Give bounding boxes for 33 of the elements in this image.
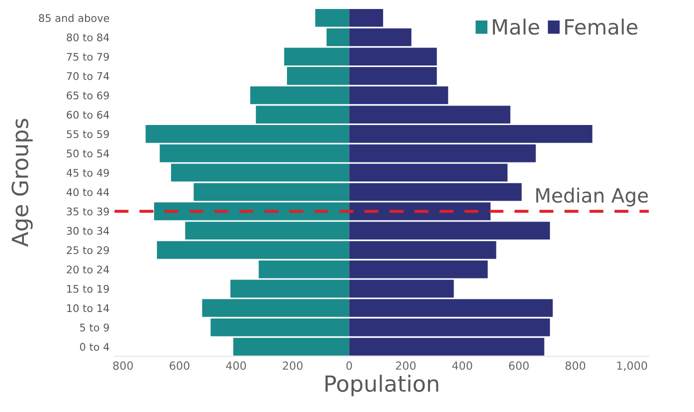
y-tick-label: 45 to 49 [66,168,109,177]
y-tick-label: 10 to 14 [67,304,110,312]
x-axis-title: Population [326,374,438,396]
y-tick-label: 60 to 64 [66,110,110,119]
y-tick-label: 15 to 19 [67,284,109,293]
y-tick-label: 50 to 54 [66,150,110,158]
x-tick-label: 400 [452,361,472,370]
x-tick-label: 800 [113,361,133,370]
x-tick-label: 0 [346,361,352,370]
legend-label: Female [565,18,638,35]
y-tick-label: 80 to 84 [66,33,110,42]
y-tick-label: 55 to 59 [66,130,109,138]
x-tick-label: 1,000 [617,361,648,371]
y-tick-label: 70 to 74 [66,72,110,80]
ref-line-label: Median Age [536,188,648,206]
y-tick-label: 35 to 39 [66,208,109,216]
y-tick-label: 85 and above [38,14,110,22]
y-tick-label: 5 to 9 [80,324,109,332]
x-tick-label: 600 [170,361,190,370]
y-tick-label: 0 to 4 [80,342,110,351]
x-tick-label: 800 [566,361,586,370]
legend-label: Male [492,18,540,35]
y-tick-label: 25 to 29 [66,246,109,254]
x-tick-label: 200 [282,361,303,370]
x-tick-label: 600 [509,361,529,370]
y-axis-title: Age Groups [12,118,33,247]
y-tick-label: 65 to 69 [66,92,109,100]
y-tick-label: 20 to 24 [66,266,110,274]
x-tick-label: 200 [396,361,416,370]
y-tick-label: 40 to 44 [66,188,110,196]
y-tick-label: 30 to 34 [66,226,110,235]
x-tick-label: 400 [226,361,246,370]
y-tick-label: 75 to 79 [66,52,109,61]
